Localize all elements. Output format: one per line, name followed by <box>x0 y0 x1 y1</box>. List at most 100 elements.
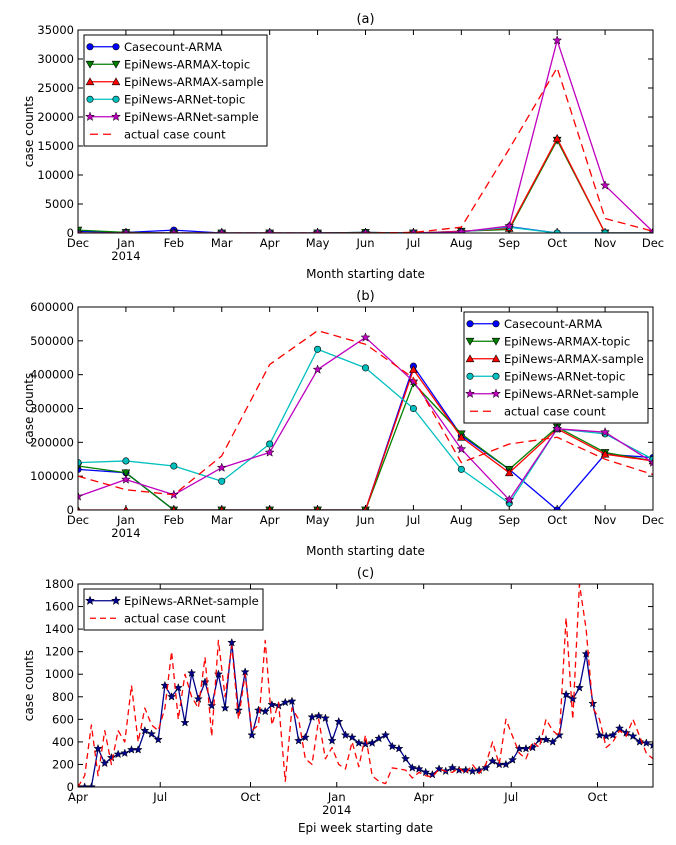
legend-marker <box>84 111 96 122</box>
data-point <box>314 711 324 720</box>
data-point <box>113 749 123 759</box>
x-tick-label: Aug <box>450 236 472 250</box>
plot-frame <box>77 306 654 511</box>
legend-label: EpiNews-ARMAX-sample <box>124 75 264 89</box>
data-point <box>216 462 227 472</box>
data-point <box>133 744 143 754</box>
legend-label: EpiNews-ARMAX-topic <box>124 57 250 71</box>
data-point <box>86 782 96 787</box>
x-tick-label: Feb <box>164 236 184 250</box>
legend-marker <box>466 372 474 380</box>
data-point <box>508 755 518 764</box>
data-point <box>401 754 411 763</box>
y-axis-label: case counts <box>22 373 36 445</box>
legend-marker <box>465 354 475 363</box>
data-point <box>106 752 116 762</box>
data-point <box>120 748 130 758</box>
chart-panel-3: (c) 0 200 400 600 800 1000 1200 1400 1600 1800 Apr J… <box>22 566 654 835</box>
data-point <box>380 730 391 739</box>
y-tick-label: 1200 <box>45 645 74 659</box>
data-point <box>247 730 257 739</box>
data-point <box>180 717 190 727</box>
x-tick-label: Apr <box>68 790 88 804</box>
data-point <box>407 763 417 772</box>
legend-marker <box>464 388 476 399</box>
plot-area <box>78 330 653 510</box>
y-axis-label: case counts <box>22 96 36 168</box>
data-point <box>600 180 611 190</box>
series-line-5 <box>78 330 653 496</box>
y-tick-label: 500000 <box>30 334 74 348</box>
x-axis-label: Month starting date <box>306 544 425 558</box>
x-tick-label: Jul <box>503 790 518 804</box>
data-point <box>552 423 563 434</box>
legend-box <box>83 34 268 147</box>
x-tick-label: Jun <box>356 236 375 250</box>
x-tick-label: Jun <box>356 513 375 527</box>
y-tick-label: 15000 <box>37 139 74 153</box>
data-point <box>504 468 514 477</box>
x-tick-label: Apr <box>260 513 280 527</box>
data-point <box>601 229 609 233</box>
y-tick-label: 1600 <box>45 600 74 614</box>
data-point <box>387 741 397 751</box>
x-tick-label: Sep <box>498 513 520 527</box>
series-line-2 <box>78 137 653 233</box>
y-tick-label: 1000 <box>45 667 74 681</box>
legend-label: EpiNews-ARNet-sample <box>124 594 259 608</box>
x-tick-label: Oct <box>588 790 608 804</box>
x-tick-label: Jan <box>116 513 135 527</box>
data-point <box>408 376 419 386</box>
data-point <box>187 668 197 677</box>
data-point <box>581 649 591 658</box>
data-point <box>561 689 571 699</box>
data-point <box>146 729 157 738</box>
x-tick-label: Nov <box>594 236 617 250</box>
data-point <box>360 227 371 233</box>
y-tick-label: 100000 <box>30 469 74 483</box>
plot-frame <box>77 583 654 788</box>
data-point <box>267 699 277 709</box>
data-point <box>504 220 515 231</box>
legend-marker <box>111 77 121 86</box>
data-point <box>100 758 110 768</box>
data-point <box>300 732 310 742</box>
data-point <box>78 491 84 501</box>
data-point <box>528 742 538 752</box>
data-point <box>122 457 130 465</box>
legend: Casecount-ARMA EpiNews-ARMAX-topic EpiNews… <box>463 311 649 424</box>
x-tick-label: Apr <box>414 790 434 804</box>
x-tick-label: Dec <box>642 236 664 250</box>
data-point <box>414 764 424 773</box>
y-tick-label: 400 <box>52 735 74 749</box>
legend: EpiNews-ARNet-sample actual case count <box>83 588 264 631</box>
data-point <box>233 705 244 715</box>
data-point <box>93 743 103 753</box>
legend-label: EpiNews-ARNet-topic <box>504 369 625 383</box>
data-point <box>600 449 610 458</box>
data-point <box>167 691 177 701</box>
legend-label: actual case count <box>504 404 606 418</box>
legend-label: EpiNews-ARMAX-topic <box>504 334 630 348</box>
y-tick-label: 800 <box>52 690 74 704</box>
data-point <box>120 227 131 233</box>
legend-box <box>83 588 264 631</box>
legend-marker <box>86 43 94 51</box>
y-axis-label: case counts <box>22 650 36 722</box>
data-point <box>120 474 131 484</box>
data-point <box>648 740 653 750</box>
data-point <box>354 738 364 747</box>
legend-marker <box>465 337 475 346</box>
x-tick-sublabel: 2014 <box>111 526 140 540</box>
x-tick-label: Mar <box>211 513 233 527</box>
y-tick-label: 400000 <box>30 368 74 382</box>
data-point <box>140 725 150 735</box>
data-point <box>213 669 223 679</box>
y-tick-label: 30000 <box>37 52 74 66</box>
y-tick-label: 1800 <box>45 577 74 591</box>
x-tick-label: Sep <box>498 236 520 250</box>
data-point <box>628 731 638 741</box>
data-point <box>78 459 82 467</box>
x-tick-label: Oct <box>547 236 567 250</box>
x-tick-sublabel: 2014 <box>322 803 351 817</box>
